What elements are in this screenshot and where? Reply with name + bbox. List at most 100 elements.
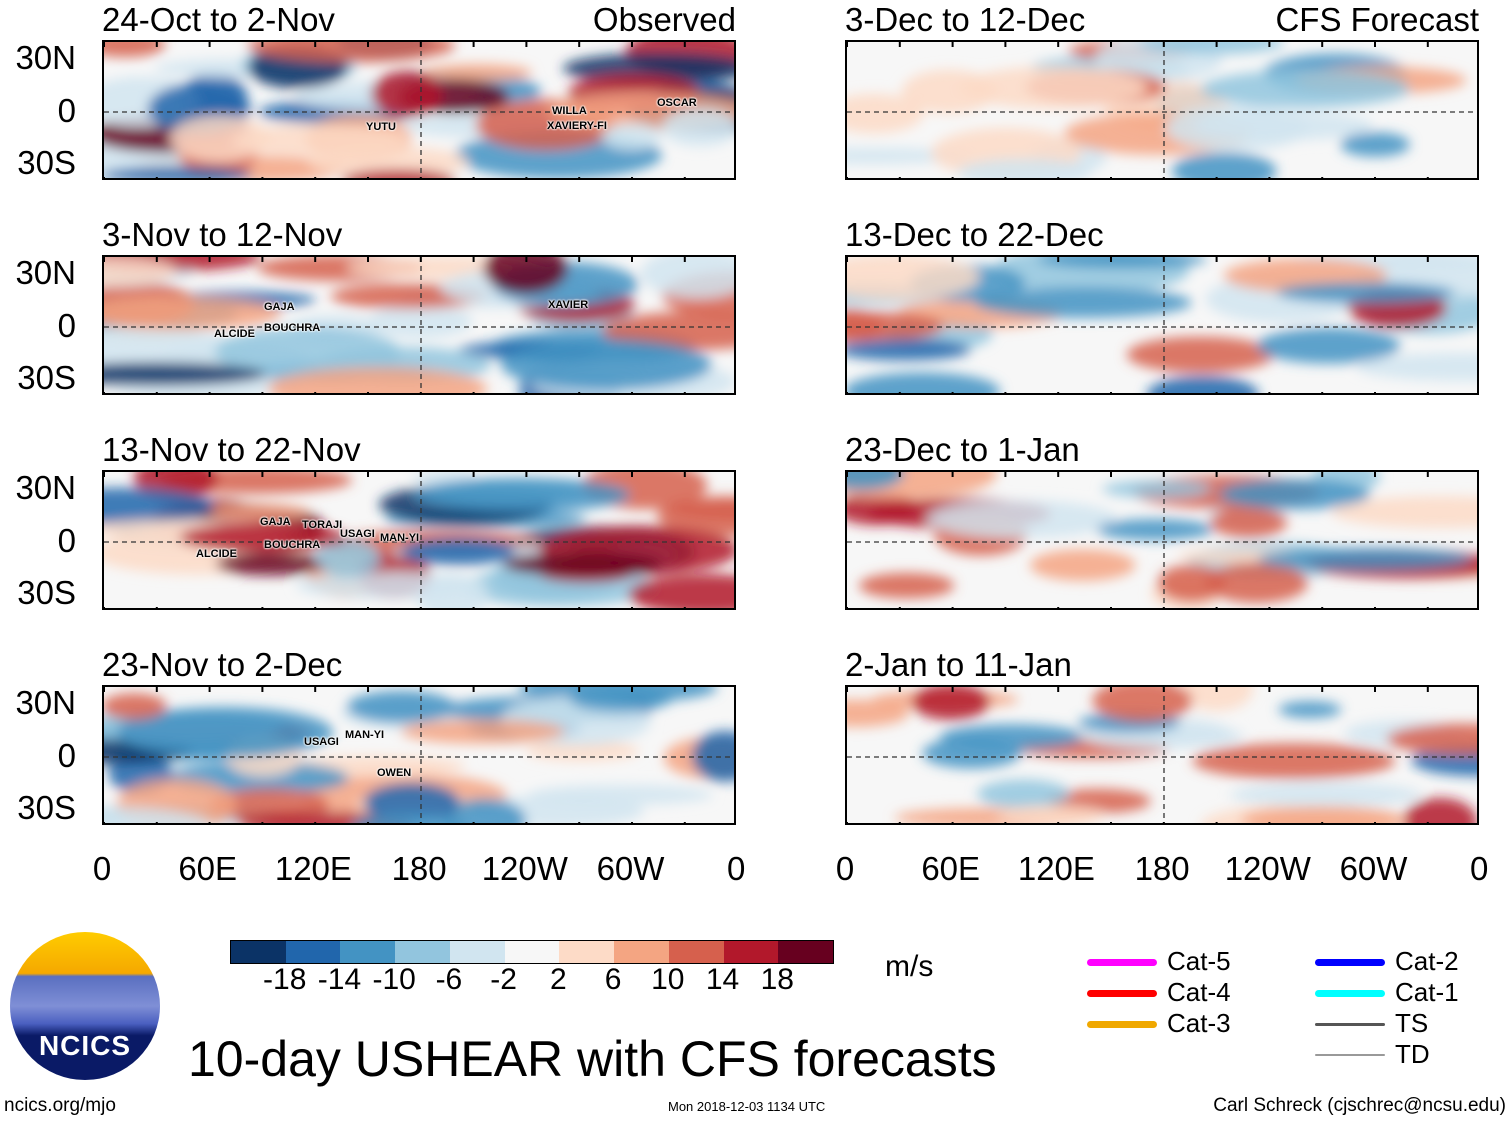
lon-label: 0 <box>835 850 855 887</box>
shear-anomaly <box>1256 327 1401 364</box>
colorbar-swatch <box>340 941 396 963</box>
shear-anomaly <box>1386 723 1477 755</box>
lon-label: 180 <box>391 850 447 887</box>
shear-anomaly <box>974 287 1192 318</box>
shear-anomaly <box>1192 111 1374 141</box>
shear-anomaly <box>661 107 734 147</box>
lat-label: 30N <box>15 469 76 506</box>
shear-anomaly <box>640 257 734 299</box>
shear-field <box>104 257 734 393</box>
shear-anomaly <box>412 477 631 513</box>
footer-timestamp: Mon 2018-12-03 1134 UTC <box>668 1099 826 1114</box>
shear-anomaly <box>691 730 734 782</box>
storm-label: BOUCHRA <box>264 322 321 334</box>
shear-anomaly <box>858 572 955 599</box>
shear-field <box>847 472 1477 608</box>
ncics-logo: NCICS <box>10 932 160 1080</box>
map-panel: USAGI MAN-YI OWEN <box>102 685 736 825</box>
storm-label: BOUCHRA <box>264 539 321 551</box>
legend-line-cat-3 <box>1087 1020 1157 1028</box>
shear-anomaly <box>1204 562 1308 604</box>
colorbar-swatch <box>285 941 341 963</box>
colorbar-label: -14 <box>317 963 362 996</box>
shear-anomaly <box>1096 518 1214 541</box>
map-panel: GAJA TORAJI USAGI MAN-YI BOUCHRA ALCIDE <box>102 470 736 610</box>
shear-anomaly <box>267 367 488 393</box>
shear-anomaly <box>1340 132 1410 157</box>
colorbar-label: 2 <box>550 963 567 996</box>
shear-anomaly <box>169 115 271 163</box>
storm-label: MAN-YI <box>380 532 420 544</box>
colorbar-swatch <box>723 941 779 963</box>
shear-anomaly <box>352 812 465 823</box>
shear-anomaly <box>1029 549 1136 581</box>
colorbar-swatch <box>559 941 615 963</box>
lon-label: 120E <box>1017 850 1095 887</box>
map-panel <box>845 470 1479 610</box>
legend-label: Cat-1 <box>1395 977 1459 1007</box>
shear-anomaly <box>601 122 662 150</box>
storm-label: WILLA <box>552 105 587 117</box>
map-panel <box>845 40 1479 180</box>
shear-field <box>104 42 734 178</box>
colorbar-label: -2 <box>490 963 517 996</box>
shear-anomaly <box>1355 352 1477 381</box>
legend-line-cat-5 <box>1087 958 1157 966</box>
storm-label: GAJA <box>260 516 291 528</box>
shear-anomaly <box>1331 495 1477 529</box>
shear-anomaly <box>1179 687 1254 711</box>
colorbar-swatch <box>668 941 724 963</box>
shear-anomaly <box>847 257 980 301</box>
shear-field <box>847 257 1477 393</box>
lat-label: 30S <box>17 789 76 826</box>
shear-anomaly <box>847 372 1001 393</box>
shear-anomaly <box>104 806 210 823</box>
shear-anomaly <box>1278 701 1342 718</box>
shear-anomaly <box>247 42 456 63</box>
colorbar-swatch <box>231 941 286 963</box>
shear-anomaly <box>1138 42 1285 55</box>
shear-anomaly <box>847 699 910 727</box>
lat-label: 0 <box>57 307 76 344</box>
shear-anomaly <box>503 552 662 576</box>
shear-anomaly <box>1219 479 1371 510</box>
storm-label: XAVIER <box>548 299 589 311</box>
shear-anomaly <box>1402 798 1477 823</box>
storm-label: ALCIDE <box>196 548 237 560</box>
shear-anomaly <box>179 522 347 552</box>
colorbar-label: 18 <box>760 963 794 996</box>
shear-anomaly <box>669 501 734 520</box>
shear-anomaly <box>847 338 971 361</box>
shear-anomaly <box>1240 806 1407 823</box>
shear-anomaly <box>527 784 713 806</box>
colorbar-swatch <box>614 941 669 963</box>
lat-label: 30N <box>15 684 76 721</box>
lon-label: 60E <box>178 850 238 887</box>
shear-anomaly <box>959 66 1148 109</box>
shear-anomaly <box>104 166 253 178</box>
shear-anomaly <box>346 690 456 723</box>
shear-anomaly <box>957 158 1092 178</box>
shear-anomaly <box>927 500 1118 538</box>
map-panel: YUTU WILLA XAVIERY-FI OSCAR <box>102 40 736 180</box>
shear-anomaly <box>1200 70 1410 108</box>
shear-anomaly <box>422 64 533 82</box>
lon-label: 120W <box>1224 850 1311 887</box>
shear-anomaly <box>569 687 672 712</box>
legend-label: Cat-3 <box>1167 1008 1231 1038</box>
shear-anomaly <box>922 737 1022 769</box>
shear-anomaly <box>500 339 712 390</box>
shear-anomaly <box>525 741 640 761</box>
shear-anomaly <box>1146 375 1259 393</box>
panel-title: 2-Jan to 11-Jan <box>845 646 1072 683</box>
lon-label: 120W <box>481 850 568 887</box>
lat-label: 30S <box>17 144 76 181</box>
storm-label: OSCAR <box>657 97 697 109</box>
shear-anomaly <box>1157 564 1226 603</box>
shear-field <box>104 687 734 823</box>
legend-label: Cat-5 <box>1167 946 1231 976</box>
shear-field <box>847 687 1477 823</box>
panel-title: 3-Dec to 12-Dec <box>845 1 1086 38</box>
legend-label: Cat-4 <box>1167 977 1231 1007</box>
lat-label: 0 <box>57 522 76 559</box>
